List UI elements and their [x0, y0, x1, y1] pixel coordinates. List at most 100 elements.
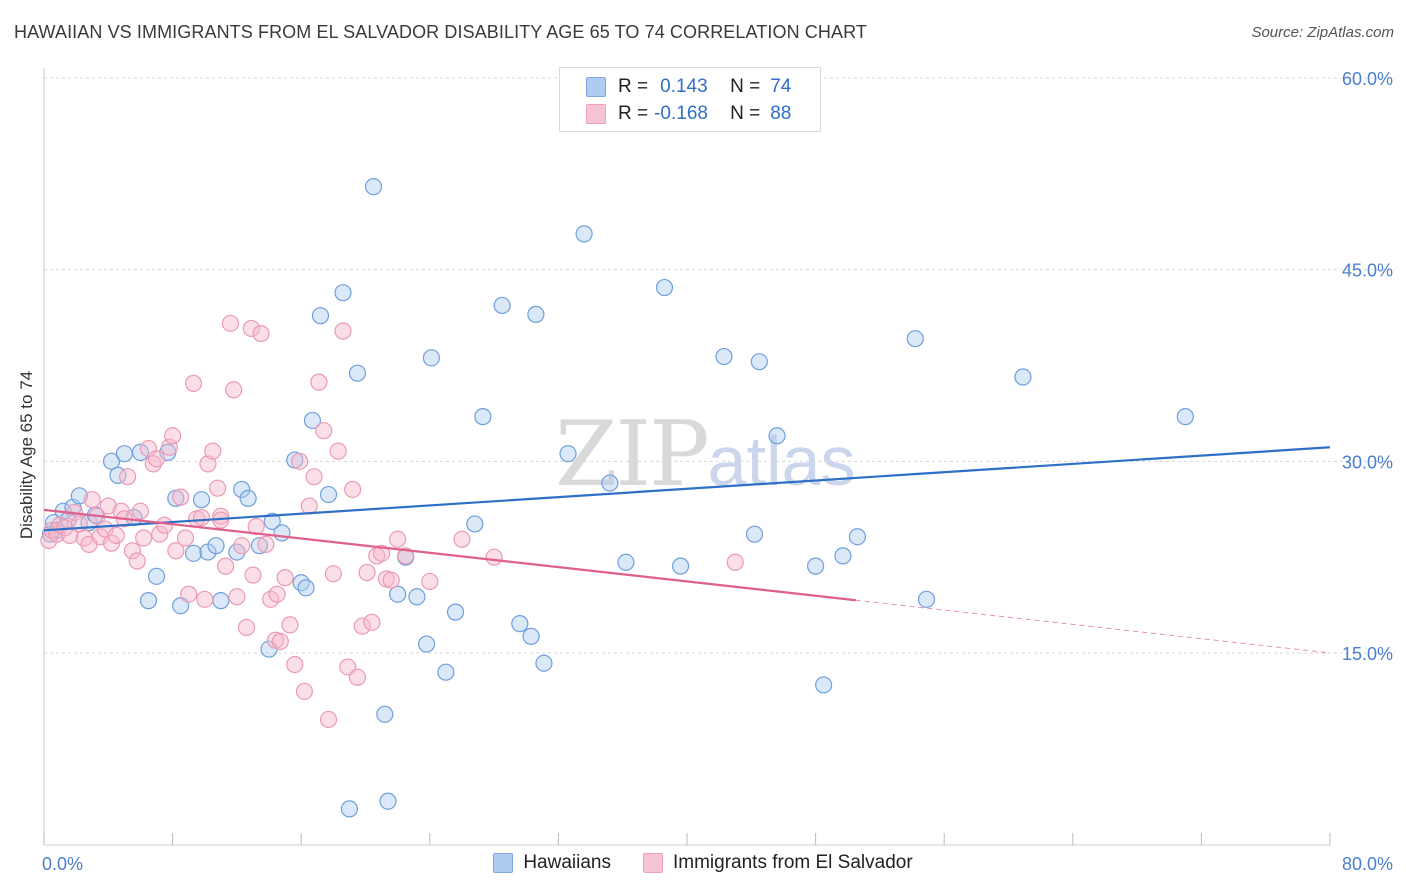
y-axis-label: Disability Age 65 to 74: [17, 371, 36, 539]
legend-row-el-salvador: R = -0.168 N = 88: [586, 102, 791, 126]
el-salvador-point: [99, 497, 117, 515]
el-salvador-point: [252, 324, 270, 343]
el-salvador-point: [147, 450, 166, 468]
el-salvador-point: [421, 572, 439, 591]
legend-label-el-salvador: Immigrants from El Salvador: [672, 852, 913, 873]
el-salvador-point: [212, 507, 230, 525]
el-salvador-point: [221, 314, 240, 332]
hawaiian-point: [559, 445, 577, 463]
el-salvador-point: [155, 516, 174, 534]
hawaiian-point: [207, 537, 225, 555]
el-salvador-trend-extension: [855, 599, 1331, 654]
x-tick-label: 80.0%: [1342, 854, 1393, 874]
hawaiian-point: [768, 427, 786, 445]
el-salvador-point: [135, 529, 153, 547]
hawaiian-point: [917, 590, 936, 608]
hawaiian-point: [212, 592, 230, 610]
hawaiian-point: [319, 485, 338, 504]
el-salvador-point: [726, 553, 744, 571]
hawaiian-point: [493, 296, 511, 315]
hawaiian-point: [340, 800, 359, 818]
hawaiian-point: [303, 411, 322, 430]
el-salvador-point: [180, 585, 198, 603]
hawaiian-point: [239, 489, 257, 507]
el-salvador-point: [257, 535, 275, 553]
hawaiian-point: [273, 524, 291, 542]
el-salvador-point: [319, 710, 338, 729]
hawaiian-point: [1014, 368, 1032, 386]
hawaiian-point: [522, 627, 540, 645]
el-salvador-point: [128, 552, 146, 570]
hawaiian-point: [535, 654, 553, 672]
hawaiian-point: [70, 487, 88, 505]
el-salvador-point: [305, 468, 323, 486]
hawaiian-point: [750, 353, 768, 371]
el-salvador-point: [61, 526, 79, 545]
legend-r-value: 0.143: [660, 76, 708, 97]
hawaiian-point: [437, 663, 455, 681]
hawaiian-point: [655, 278, 674, 297]
el-salvador-point: [353, 617, 371, 635]
hawaiian-trend-line: [43, 446, 1331, 532]
legend-r-label: R =: [618, 103, 649, 124]
el-salvador-point: [344, 480, 362, 499]
el-salvador-point: [228, 588, 246, 606]
el-salvador-point: [144, 455, 162, 473]
legend-n-label: N =: [730, 103, 761, 124]
hawaiian-point: [348, 364, 367, 382]
legend-item-el-salvador: Immigrants from El Salvador: [642, 852, 913, 874]
el-salvador-point: [315, 422, 333, 440]
el-salvador-point: [204, 442, 222, 460]
el-salvador-point: [199, 455, 217, 473]
el-salvador-point: [310, 373, 328, 391]
hawaiian-point: [474, 408, 492, 426]
hawaiian-point: [376, 705, 394, 723]
el-salvador-point: [358, 563, 376, 582]
hawaiian-point: [102, 452, 121, 470]
el-salvador-point: [167, 542, 185, 560]
hawaiian-point: [379, 792, 397, 810]
source-label: Source: ZipAtlas.com: [1251, 24, 1394, 41]
legend-item-hawaiians: Hawaiians: [493, 852, 611, 874]
hawaiian-point: [906, 330, 924, 348]
el-salvador-point: [485, 548, 503, 566]
el-salvador-point: [118, 468, 137, 486]
el-salvador-point: [184, 374, 203, 392]
legend-swatch-pink: [642, 853, 663, 873]
hawaiian-point: [131, 443, 150, 461]
hawaiian-point: [263, 512, 281, 530]
hawaiian-point: [184, 544, 203, 562]
hawaiian-point: [815, 676, 833, 694]
hawaiian-point: [192, 491, 211, 509]
el-salvador-point: [268, 585, 286, 603]
hawaiian-point: [1176, 408, 1194, 426]
hawaiian-point: [715, 347, 733, 366]
legend-r-value: -0.168: [654, 103, 708, 124]
el-salvador-point: [324, 565, 342, 583]
el-salvador-point: [151, 525, 169, 543]
el-salvador-point: [233, 537, 251, 555]
hawaiian-point: [292, 574, 310, 592]
legend-swatch-blue: [586, 77, 606, 97]
el-salvador-point: [209, 479, 227, 497]
y-tick-label: 45.0%: [1342, 261, 1393, 281]
hawaiian-point: [389, 585, 407, 603]
el-salvador-point: [363, 613, 381, 631]
el-salvador-point: [172, 488, 190, 506]
hawaiian-point: [575, 225, 593, 243]
series-legend: Hawaiians Immigrants from El Salvador: [0, 852, 1406, 874]
legend-n-value: 88: [770, 103, 792, 124]
legend-row-hawaiians: R = 0.143 N = 74: [586, 75, 791, 99]
hawaiian-point: [233, 480, 251, 499]
hawaiian-point: [297, 579, 315, 597]
hawaiian-point: [311, 307, 330, 325]
el-salvador-point: [290, 452, 309, 470]
el-salvador-point: [244, 566, 262, 584]
hawaiian-point: [364, 178, 383, 196]
el-salvador-point: [176, 529, 195, 547]
el-salvador-point: [242, 319, 260, 338]
hawaiian-point: [139, 592, 158, 610]
el-salvador-point: [192, 508, 211, 527]
hawaiian-point: [617, 553, 635, 571]
